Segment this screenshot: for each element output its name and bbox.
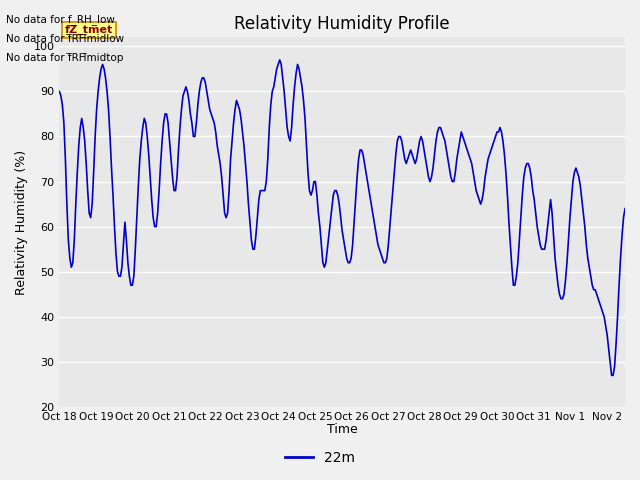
Text: No data for f_RH_low: No data for f_RH_low xyxy=(6,14,115,25)
X-axis label: Time: Time xyxy=(327,423,358,436)
Text: No data for f̅RH̅midlow: No data for f̅RH̅midlow xyxy=(6,34,125,44)
Text: No data for f̅RH̅midtop: No data for f̅RH̅midtop xyxy=(6,53,124,63)
Text: fZ_tmet: fZ_tmet xyxy=(65,25,113,36)
Legend: 22m: 22m xyxy=(280,445,360,471)
Title: Relativity Humidity Profile: Relativity Humidity Profile xyxy=(234,15,450,33)
Y-axis label: Relativity Humidity (%): Relativity Humidity (%) xyxy=(15,150,28,295)
